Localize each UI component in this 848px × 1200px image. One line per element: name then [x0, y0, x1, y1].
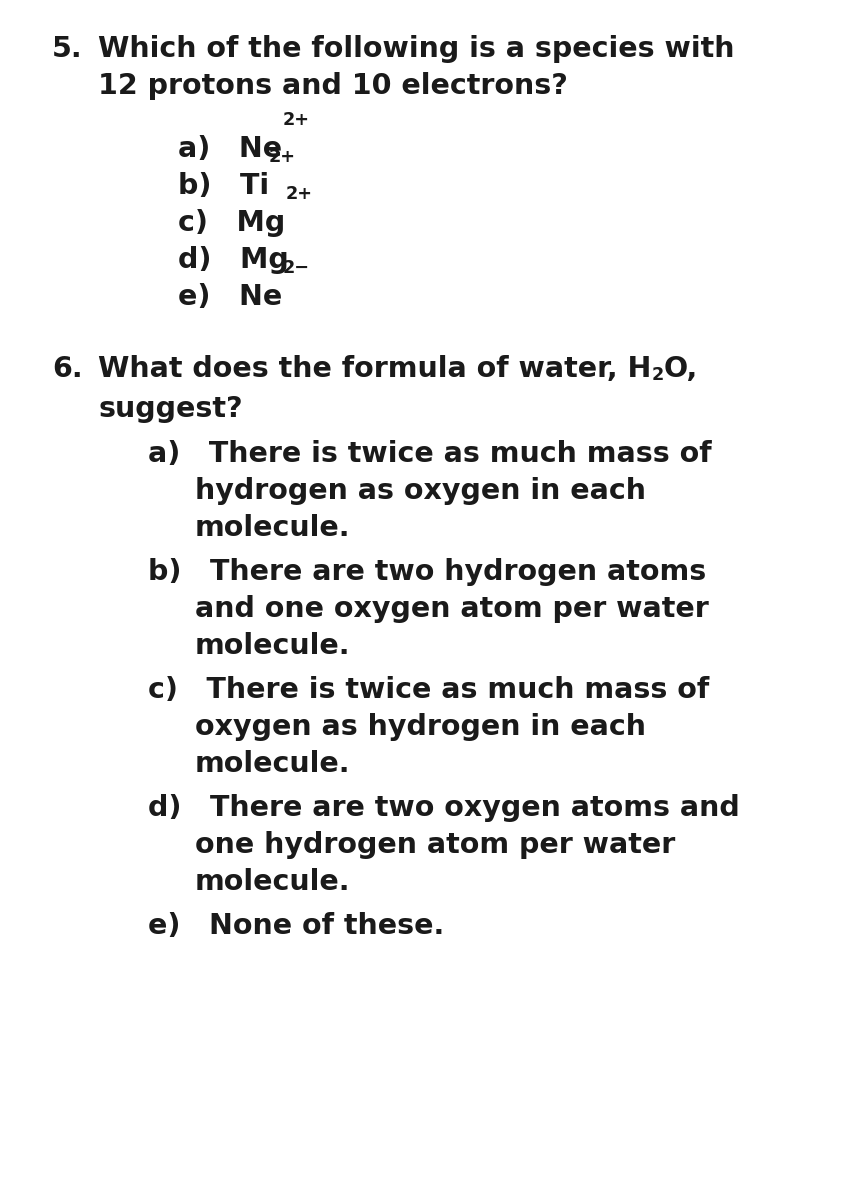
Text: e) None of these.: e) None of these.: [148, 912, 444, 940]
Text: Which of the following is a species with: Which of the following is a species with: [98, 35, 734, 62]
Text: hydrogen as oxygen in each: hydrogen as oxygen in each: [195, 476, 646, 505]
Text: molecule.: molecule.: [195, 514, 350, 542]
Text: c) Mg: c) Mg: [178, 209, 285, 236]
Text: c) There is twice as much mass of: c) There is twice as much mass of: [148, 676, 709, 704]
Text: 2+: 2+: [269, 148, 296, 166]
Text: b) Ti: b) Ti: [178, 172, 269, 200]
Text: e) Ne: e) Ne: [178, 283, 282, 311]
Text: a) Ne: a) Ne: [178, 134, 282, 163]
Text: 12 protons and 10 electrons?: 12 protons and 10 electrons?: [98, 72, 568, 100]
Text: 2−: 2−: [282, 259, 310, 277]
Text: molecule.: molecule.: [195, 868, 350, 896]
Text: oxygen as hydrogen in each: oxygen as hydrogen in each: [195, 713, 646, 740]
Text: 2+: 2+: [285, 185, 312, 203]
Text: molecule.: molecule.: [195, 750, 350, 778]
Text: a) There is twice as much mass of: a) There is twice as much mass of: [148, 440, 711, 468]
Text: O,: O,: [664, 355, 698, 383]
Text: 5.: 5.: [52, 35, 82, 62]
Text: and one oxygen atom per water: and one oxygen atom per water: [195, 595, 709, 623]
Text: 2: 2: [651, 366, 664, 384]
Text: d) Mg: d) Mg: [178, 246, 289, 274]
Text: suggest?: suggest?: [98, 395, 243, 422]
Text: 6.: 6.: [52, 355, 82, 383]
Text: one hydrogen atom per water: one hydrogen atom per water: [195, 830, 675, 859]
Text: molecule.: molecule.: [195, 632, 350, 660]
Text: What does the formula of water, H: What does the formula of water, H: [98, 355, 651, 383]
Text: 2+: 2+: [282, 110, 310, 128]
Text: b) There are two hydrogen atoms: b) There are two hydrogen atoms: [148, 558, 706, 586]
Text: d) There are two oxygen atoms and: d) There are two oxygen atoms and: [148, 794, 739, 822]
